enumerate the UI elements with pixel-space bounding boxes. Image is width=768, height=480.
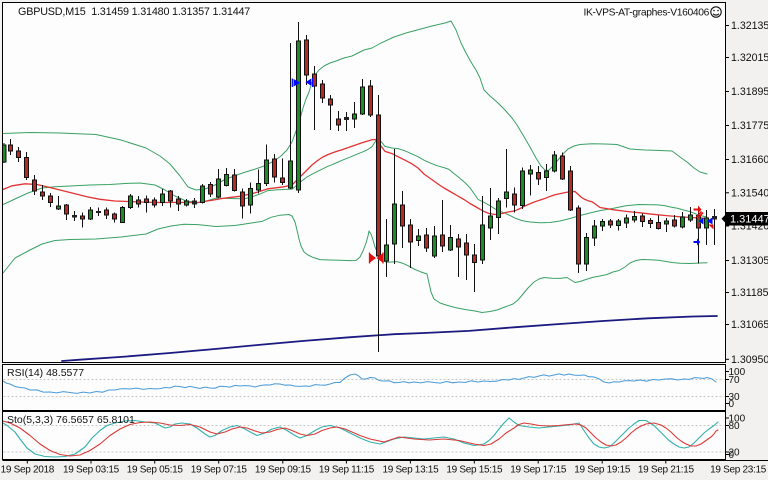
svg-text:70: 70	[729, 375, 741, 386]
svg-text:30: 30	[729, 392, 741, 403]
svg-text:19 Sep 09:15: 19 Sep 09:15	[255, 465, 312, 476]
svg-text:80: 80	[729, 421, 741, 432]
svg-text:19 Sep 07:15: 19 Sep 07:15	[191, 465, 248, 476]
svg-text:19 Sep 13:15: 19 Sep 13:15	[382, 465, 439, 476]
svg-text:19 Sep 19:15: 19 Sep 19:15	[574, 465, 631, 476]
svg-text:1.31895: 1.31895	[731, 86, 768, 98]
svg-text:RSI(14) 48.5577: RSI(14) 48.5577	[7, 367, 84, 379]
svg-text:Sto(5,3,3) 76.5657 65.8101: Sto(5,3,3) 76.5657 65.8101	[7, 414, 135, 426]
svg-text:19 Sep 05:15: 19 Sep 05:15	[127, 465, 184, 476]
svg-text:19 Sep 23:15: 19 Sep 23:15	[710, 465, 767, 476]
svg-text:19 Sep 17:15: 19 Sep 17:15	[510, 465, 567, 476]
svg-text:19 Sep 03:15: 19 Sep 03:15	[63, 465, 120, 476]
svg-text:0: 0	[729, 399, 735, 410]
svg-text:GBPUSD,M15 1.31459 1.31480 1.: GBPUSD,M15 1.31459 1.31480 1.31357 1.314…	[18, 6, 250, 18]
svg-text:19 Sep 21:15: 19 Sep 21:15	[638, 465, 695, 476]
svg-text:19 Sep 11:15: 19 Sep 11:15	[319, 465, 375, 476]
svg-text:1.31447: 1.31447	[730, 214, 768, 226]
svg-text:1.31660: 1.31660	[731, 154, 768, 166]
svg-text:100: 100	[729, 414, 746, 425]
svg-text:1.32015: 1.32015	[731, 52, 768, 64]
svg-text:IK-VPS-AT-graphes-V160406: IK-VPS-AT-graphes-V160406	[583, 8, 709, 19]
svg-text:1.32135: 1.32135	[731, 20, 768, 32]
svg-text:1.31540: 1.31540	[731, 187, 768, 199]
svg-text:1.31775: 1.31775	[731, 120, 768, 132]
svg-text:19 Sep 2018: 19 Sep 2018	[1, 465, 55, 476]
svg-text:0: 0	[729, 450, 735, 461]
svg-text:1.31305: 1.31305	[731, 255, 768, 267]
svg-text:100: 100	[729, 367, 746, 378]
svg-text:20: 20	[729, 448, 741, 459]
svg-text:1.31065: 1.31065	[731, 319, 768, 331]
svg-text:1.31185: 1.31185	[731, 287, 768, 299]
svg-text:19 Sep 15:15: 19 Sep 15:15	[446, 465, 503, 476]
svg-text:1.30950: 1.30950	[731, 354, 768, 366]
